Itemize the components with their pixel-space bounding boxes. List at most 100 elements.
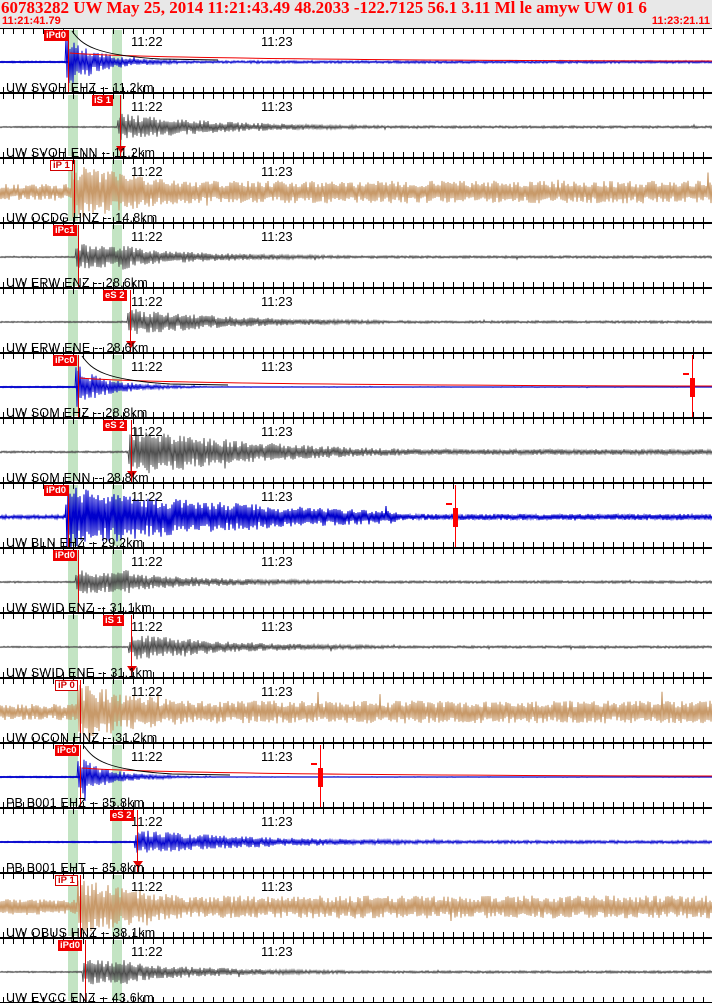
minor-tick [573,159,574,164]
phase-pick-label[interactable]: iPd0 [44,29,69,41]
phase-pick-line[interactable] [68,485,70,547]
phase-pick-label[interactable]: iPc0 [53,354,77,366]
phase-pick-label[interactable]: iPc0 [55,744,79,756]
phase-pick-label[interactable]: iP 1 [55,875,78,886]
phase-pick-line[interactable] [80,875,82,937]
trace-row[interactable]: 11:22 11:23 iS 1 UW SWID ENE -- 31.1km [0,613,712,678]
trace-row[interactable]: 11:22 11:23 iP 1 UW QCDG HNZ -- 14.8km [0,158,712,223]
minor-tick [333,809,334,814]
minor-tick [223,802,224,807]
minor-tick [53,614,54,619]
minor-tick [393,932,394,937]
minor-tick [323,802,324,807]
trace-row[interactable]: 11:22 11:23 eS 2 PB B001 EHT -- 35.8km [0,808,712,873]
minor-tick [653,94,654,99]
trace-row[interactable]: 11:22 11:23 iPc0 UW SQM EHZ -- 28.8km [0,353,712,418]
minor-tick [493,939,494,944]
phase-pick-label[interactable]: iPd0 [44,484,69,496]
phase-pick-line[interactable] [130,290,132,352]
minor-tick [623,412,624,417]
minor-tick [223,809,224,814]
minor-tick [23,744,24,749]
minor-tick [443,744,444,749]
minor-tick [23,672,24,677]
phase-pick-line[interactable] [78,550,80,612]
minor-tick [703,614,704,619]
minor-tick [213,29,214,34]
minor-tick [593,939,594,944]
minor-tick [333,289,334,294]
minor-tick [373,802,374,807]
phase-pick-label[interactable]: iS 1 [92,94,113,106]
minor-tick [213,607,214,612]
phase-pick-line[interactable] [131,420,133,482]
phase-pick-label[interactable]: iS 1 [103,614,124,626]
minor-tick [583,289,584,294]
minor-tick [103,874,104,879]
trace-row[interactable]: 11:22 11:23 iP 1 UW QBUS HNZ -- 38.1km [0,873,712,938]
phase-pick-label[interactable]: iPd0 [58,939,83,951]
minor-tick [333,614,334,619]
time-axis-label: 11:23 [261,944,293,959]
minor-tick [693,29,694,34]
trace-row[interactable]: 11:22 11:23 eS 2 UW ERW ENE -- 28.6km [0,288,712,353]
minor-tick [583,614,584,619]
minor-tick [143,224,144,229]
phase-pick-label[interactable]: iP 0 [55,680,78,691]
trace-row[interactable]: 11:22 11:23 iPd0 UW SWID ENZ -- 31.1km [0,548,712,613]
minor-tick [703,282,704,287]
amplitude-marker[interactable] [453,508,458,527]
phase-pick-label[interactable]: eS 2 [103,289,127,301]
minor-tick [243,679,244,684]
phase-pick-line[interactable] [78,225,80,287]
phase-pick-line[interactable] [120,95,122,157]
phase-pick-line[interactable] [131,615,133,677]
minor-tick [13,679,14,684]
phase-pick-line[interactable] [74,160,76,222]
phase-pick-line[interactable] [68,30,70,92]
phase-pick-line[interactable] [78,355,80,417]
minor-tick [683,484,684,489]
minor-tick [153,484,154,489]
minor-tick [3,672,4,677]
phase-pick-line[interactable] [137,810,139,872]
minor-tick [373,932,374,937]
minor-tick [203,932,204,937]
minor-tick [443,737,444,742]
trace-row[interactable]: 11:22 11:23 iPc0 PB B001 EHZ -- 35.8km [0,743,712,808]
minor-tick [33,94,34,99]
s-window-band [112,615,122,676]
minor-tick [643,744,644,749]
amplitude-marker[interactable] [690,378,695,397]
minor-tick [223,354,224,359]
minor-tick [253,477,254,482]
minor-tick [343,809,344,814]
trace-row[interactable]: 11:22 11:23 iPd0 UW SVOH EHZ -- 11.2km [0,28,712,93]
minor-tick [163,549,164,554]
minor-tick [233,542,234,547]
minor-tick [523,347,524,352]
minor-tick [353,477,354,482]
phase-pick-label[interactable]: eS 2 [103,419,127,431]
minor-tick [83,477,84,482]
minor-tick [23,867,24,872]
phase-pick-line[interactable] [80,745,82,807]
minor-tick [483,939,484,944]
trace-row[interactable]: 11:22 11:23 eS 2 UW SQM ENN -- 28.8km [0,418,712,483]
minor-tick [233,874,234,879]
phase-pick-label[interactable]: iP 1 [50,160,73,171]
seismogram-trace-stack[interactable]: 11:22 11:23 iPd0 UW SVOH EHZ -- 11.2km 11:22… [0,28,712,1003]
minor-tick [243,997,244,1002]
phase-pick-line[interactable] [80,680,82,742]
phase-pick-label[interactable]: eS 2 [110,809,134,821]
trace-row[interactable]: 11:22 11:23 iPd0 UW EVCC ENZ -- 43.6km [0,938,712,1003]
phase-pick-label[interactable]: iPc1 [53,224,77,236]
trace-row[interactable]: 11:22 11:23 iS 1 UW SVOH ENN -- 11.2km [0,93,712,158]
trace-row[interactable]: 11:22 11:23 iPd0 UW BLN EHZ -- 29.2km [0,483,712,548]
minor-tick [523,282,524,287]
trace-row[interactable]: 11:22 11:23 iPc1 UW ERW ENZ -- 28.6km [0,223,712,288]
amplitude-marker[interactable] [318,768,323,787]
phase-pick-label[interactable]: iPd0 [53,549,78,561]
minor-tick [613,542,614,547]
trace-row[interactable]: 11:22 11:23 iP 0 UW QCON HNZ -- 31.2km [0,678,712,743]
